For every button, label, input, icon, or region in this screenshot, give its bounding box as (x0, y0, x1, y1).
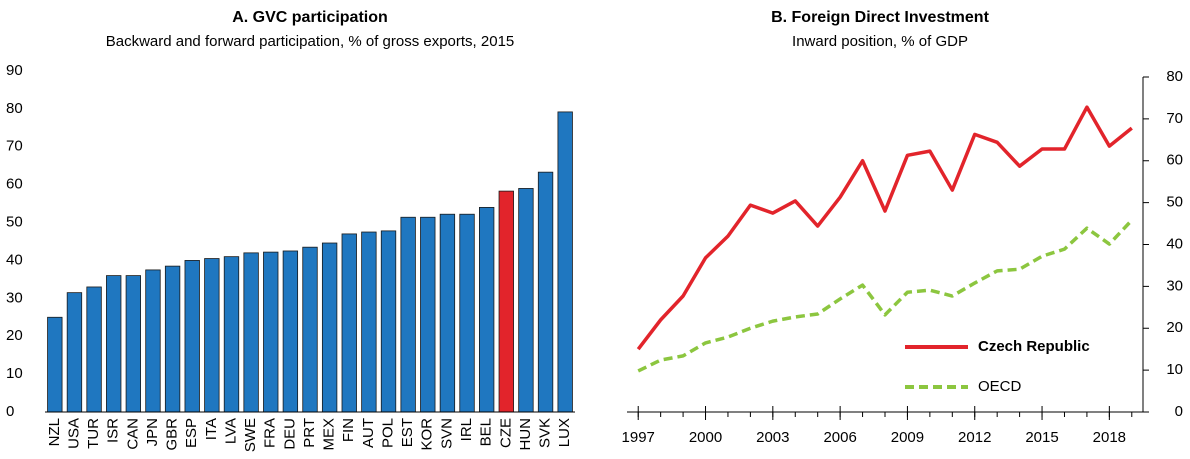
y-tick-label: 30 (6, 289, 23, 306)
x-tick-label: LVA (222, 418, 239, 444)
x-tick-label: HUN (517, 418, 534, 451)
bar (321, 242, 338, 413)
x-tick-label: JPN (144, 418, 161, 446)
y-tick-label: 20 (1166, 319, 1183, 336)
y-tick-label: 80 (1166, 68, 1183, 85)
x-tick-label: SWE (242, 418, 259, 452)
bar (164, 265, 181, 413)
x-tick-label: 2006 (823, 429, 856, 446)
y-tick-label: 70 (6, 138, 23, 155)
x-tick-label: ITA (203, 418, 220, 440)
bar (400, 216, 416, 413)
y-tick-label: 30 (1166, 277, 1183, 294)
bar (184, 260, 200, 413)
bar (145, 269, 161, 413)
x-tick-label: 2018 (1093, 429, 1126, 446)
bar (380, 230, 397, 413)
y-tick-label: 50 (1166, 194, 1183, 211)
bar (302, 246, 318, 413)
y-tick-label: 90 (6, 62, 23, 79)
bar (223, 256, 240, 413)
x-tick-label: KOR (419, 418, 436, 451)
y-tick-label: 50 (6, 214, 23, 231)
x-tick-label: BEL (478, 418, 495, 446)
chart-subtitle: Backward and forward participation, % of… (106, 33, 515, 50)
x-tick-label: TUR (85, 418, 102, 449)
bar (86, 286, 102, 413)
x-tick-label: FIN (340, 418, 357, 442)
bar (479, 206, 495, 413)
x-tick-label: IRL (458, 418, 475, 441)
x-tick-label: 2003 (756, 429, 789, 446)
x-tick-label: 2015 (1025, 429, 1058, 446)
x-tick-label: SVN (438, 418, 455, 449)
bar (439, 213, 456, 413)
x-tick-label: LUX (556, 418, 573, 447)
bar (47, 316, 63, 413)
bar (204, 258, 220, 413)
line-series (637, 219, 1134, 373)
x-tick-label: NZL (46, 418, 63, 446)
x-tick-label: POL (379, 418, 396, 448)
x-tick-label: 2009 (891, 429, 924, 446)
x-tick-label: CZE (497, 418, 514, 448)
bar (243, 252, 259, 413)
x-tick-label: ESP (183, 418, 200, 448)
legend-label: Czech Republic (978, 338, 1090, 355)
y-tick-label: 20 (6, 327, 23, 344)
bar (263, 251, 279, 413)
y-tick-label: 40 (1166, 235, 1183, 252)
bar (498, 190, 514, 413)
bar (282, 250, 299, 413)
bar (66, 292, 83, 413)
x-tick-label: DEU (281, 418, 298, 450)
x-tick-label: 2000 (689, 429, 722, 446)
bar (557, 111, 573, 413)
x-tick-label: FRA (262, 418, 279, 448)
chart-subtitle: Inward position, % of GDP (792, 33, 968, 50)
bar (518, 188, 534, 413)
y-tick-label: 70 (1166, 110, 1183, 127)
x-tick-label: SVK (537, 418, 554, 448)
bar (420, 216, 436, 413)
x-tick-label: EST (399, 418, 416, 447)
x-tick-label: CAN (124, 418, 141, 450)
legend-label: OECD (978, 378, 1022, 395)
x-tick-label: 1997 (622, 429, 655, 446)
bar (361, 231, 377, 413)
line-series (636, 105, 1133, 351)
y-tick-label: 60 (1166, 152, 1183, 169)
bar (341, 233, 357, 413)
x-tick-label: GBR (164, 418, 181, 451)
x-tick-label: MEX (321, 418, 338, 451)
y-tick-label: 0 (1175, 403, 1183, 420)
bar (125, 275, 141, 413)
y-tick-label: 0 (6, 403, 14, 420)
y-tick-label: 40 (6, 251, 23, 268)
y-tick-label: 10 (1166, 361, 1183, 378)
bar (537, 171, 554, 413)
x-tick-label: PRT (301, 418, 318, 448)
chart-title: A. GVC participation (232, 9, 388, 26)
y-tick-label: 80 (6, 100, 23, 117)
y-tick-label: 60 (6, 176, 23, 193)
bar (459, 213, 475, 413)
x-tick-label: ISR (105, 418, 122, 443)
chart-title: B. Foreign Direct Investment (771, 9, 989, 26)
x-tick-label: AUT (360, 418, 377, 448)
x-tick-label: USA (65, 418, 82, 449)
y-tick-label: 10 (6, 365, 23, 382)
bar (106, 275, 122, 413)
x-tick-label: 2012 (958, 429, 991, 446)
